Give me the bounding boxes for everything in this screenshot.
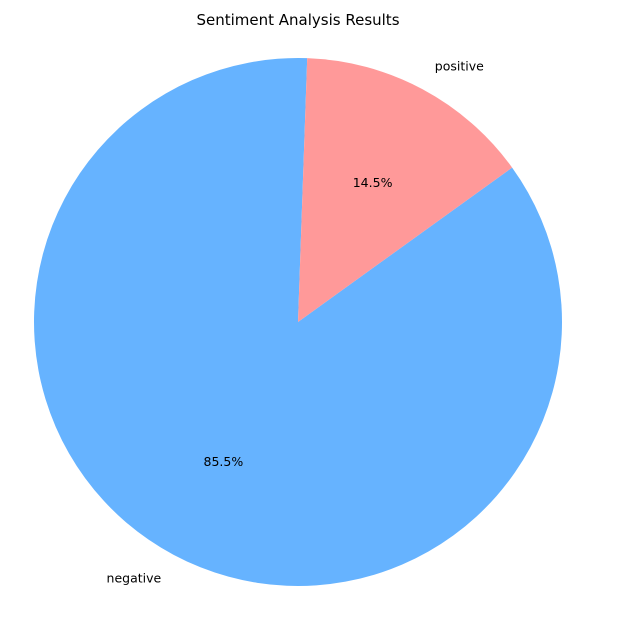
pie-slice-positive <box>298 58 513 322</box>
pct-label-positive: 14.5% <box>353 175 393 190</box>
pie-labels: 85.5% negative 14.5% positive <box>107 58 485 585</box>
pie-slice-negative <box>34 58 563 586</box>
slice-label-positive: positive <box>435 58 484 73</box>
pct-label-negative: 85.5% <box>204 454 244 469</box>
slice-label-negative: negative <box>107 571 162 586</box>
chart-title: Sentiment Analysis Results <box>196 11 399 29</box>
pie-slices <box>34 58 563 586</box>
